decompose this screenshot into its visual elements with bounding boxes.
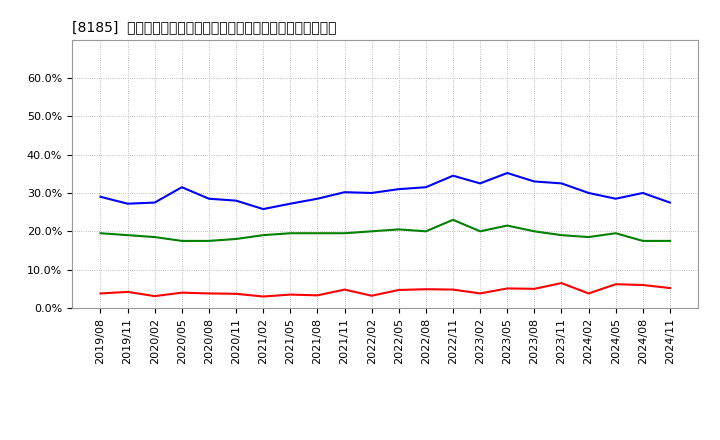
売上債権 bbox=[395, 287, 403, 293]
売上債権 bbox=[530, 286, 539, 291]
Line: 売上債権: 売上債権 bbox=[101, 283, 670, 297]
買入債務 bbox=[530, 229, 539, 234]
在庫 bbox=[232, 198, 240, 203]
在庫 bbox=[123, 201, 132, 206]
売上債権 bbox=[178, 290, 186, 295]
買入債務 bbox=[476, 229, 485, 234]
売上債権 bbox=[313, 293, 322, 298]
売上債権 bbox=[259, 294, 268, 299]
売上債権 bbox=[476, 291, 485, 296]
売上債権 bbox=[123, 289, 132, 294]
買入債務 bbox=[123, 232, 132, 238]
買入債務 bbox=[313, 231, 322, 236]
在庫 bbox=[395, 187, 403, 192]
在庫 bbox=[421, 185, 430, 190]
売上債権 bbox=[204, 291, 213, 296]
在庫 bbox=[584, 191, 593, 196]
売上債権 bbox=[421, 286, 430, 292]
Line: 買入債務: 買入債務 bbox=[101, 220, 670, 241]
売上債権 bbox=[341, 287, 349, 292]
在庫 bbox=[313, 196, 322, 202]
在庫 bbox=[639, 191, 647, 196]
売上債権 bbox=[557, 280, 566, 286]
買入債務 bbox=[557, 232, 566, 238]
売上債権 bbox=[584, 291, 593, 296]
買入債務 bbox=[421, 229, 430, 234]
買入債務 bbox=[503, 223, 511, 228]
買入債務 bbox=[232, 236, 240, 242]
買入債務 bbox=[639, 238, 647, 244]
在庫 bbox=[178, 185, 186, 190]
売上債権 bbox=[286, 292, 294, 297]
買入債務 bbox=[204, 238, 213, 244]
在庫 bbox=[204, 196, 213, 202]
在庫 bbox=[530, 179, 539, 184]
買入債務 bbox=[96, 231, 105, 236]
売上債権 bbox=[503, 286, 511, 291]
在庫 bbox=[150, 200, 159, 205]
在庫 bbox=[449, 173, 457, 178]
在庫 bbox=[503, 170, 511, 176]
買入債務 bbox=[665, 238, 674, 244]
Line: 在庫: 在庫 bbox=[101, 173, 670, 209]
買入債務 bbox=[178, 238, 186, 244]
在庫 bbox=[96, 194, 105, 199]
売上債権 bbox=[639, 282, 647, 288]
在庫 bbox=[259, 206, 268, 212]
売上債権 bbox=[665, 286, 674, 291]
在庫 bbox=[557, 181, 566, 186]
在庫 bbox=[476, 181, 485, 186]
買入債務 bbox=[395, 227, 403, 232]
買入債務 bbox=[584, 235, 593, 240]
買入債務 bbox=[367, 229, 376, 234]
Text: [8185]  売上債権、在庫、買入債務の総資産に対する比率の推移: [8185] 売上債権、在庫、買入債務の総資産に対する比率の推移 bbox=[72, 20, 336, 34]
在庫 bbox=[341, 190, 349, 195]
買入債務 bbox=[259, 232, 268, 238]
売上債権 bbox=[611, 282, 620, 287]
売上債権 bbox=[367, 293, 376, 298]
売上債権 bbox=[96, 291, 105, 296]
在庫 bbox=[611, 196, 620, 202]
買入債務 bbox=[286, 231, 294, 236]
買入債務 bbox=[449, 217, 457, 223]
在庫 bbox=[286, 201, 294, 206]
在庫 bbox=[367, 191, 376, 196]
売上債権 bbox=[449, 287, 457, 292]
在庫 bbox=[665, 200, 674, 205]
買入債務 bbox=[150, 235, 159, 240]
買入債務 bbox=[611, 231, 620, 236]
売上債権 bbox=[150, 293, 159, 299]
買入債務 bbox=[341, 231, 349, 236]
売上債権 bbox=[232, 291, 240, 297]
